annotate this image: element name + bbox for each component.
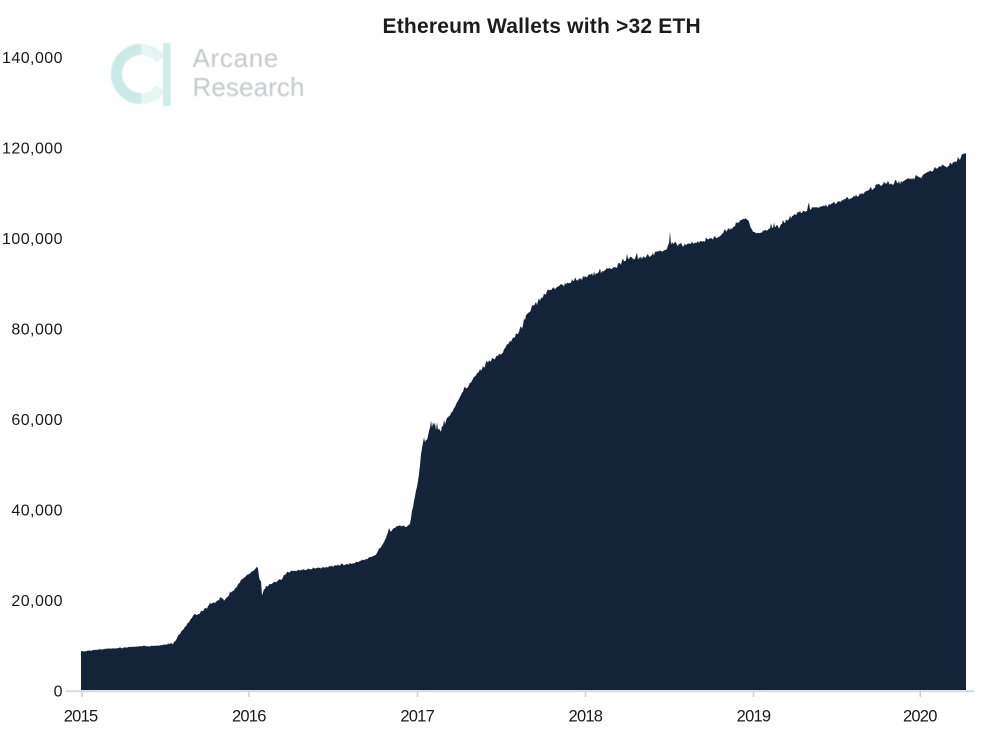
svg-text:2016: 2016 — [232, 707, 266, 725]
svg-text:120,000: 120,000 — [2, 141, 63, 158]
svg-text:Research: Research — [193, 72, 305, 102]
svg-text:2018: 2018 — [569, 707, 603, 725]
svg-text:2020: 2020 — [903, 707, 937, 725]
svg-text:Ethereum Wallets with >32 ETH: Ethereum Wallets with >32 ETH — [383, 15, 701, 38]
svg-text:60,000: 60,000 — [11, 412, 63, 429]
svg-text:140,000: 140,000 — [2, 50, 63, 67]
svg-text:100,000: 100,000 — [2, 231, 63, 248]
svg-text:2015: 2015 — [64, 707, 98, 725]
svg-text:20,000: 20,000 — [11, 593, 63, 610]
svg-text:2019: 2019 — [737, 707, 771, 725]
svg-text:40,000: 40,000 — [11, 503, 63, 520]
svg-text:Arcane: Arcane — [193, 43, 280, 73]
svg-text:2017: 2017 — [400, 707, 434, 725]
svg-text:80,000: 80,000 — [11, 322, 63, 339]
svg-text:0: 0 — [54, 684, 63, 701]
